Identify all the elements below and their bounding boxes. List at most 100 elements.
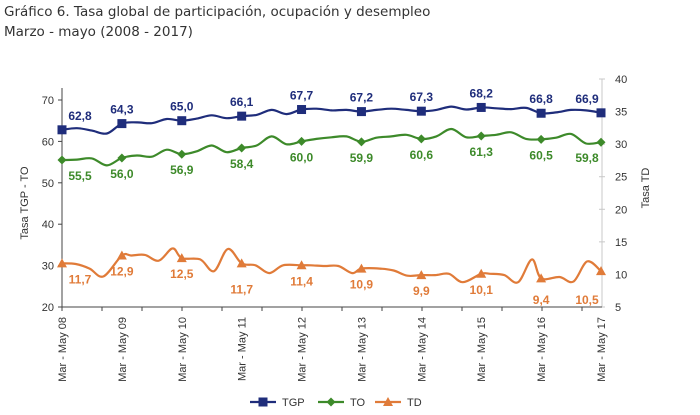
square-marker-icon <box>258 397 268 407</box>
data-point-td <box>596 266 606 276</box>
data-point-tgp <box>177 116 187 126</box>
data-label-td: 12,5 <box>170 267 194 281</box>
right-axis-tick-label: 5 <box>615 302 621 314</box>
data-label-td: 11,7 <box>69 272 92 286</box>
x-axis-tick-label: Mar - May 17 <box>596 317 608 382</box>
data-label-tgp: 66,8 <box>529 92 553 106</box>
data-label-to: 59,8 <box>575 151 599 165</box>
data-point-tgp <box>117 119 127 129</box>
legend-label: TGP <box>282 397 305 409</box>
data-label-tgp: 65,0 <box>170 100 194 114</box>
right-axis-title: Tasa TD <box>640 168 652 209</box>
chart-subtitle: Marzo - mayo (2008 - 2017) <box>4 24 193 40</box>
series-line-td <box>61 247 602 284</box>
data-label-tgp: 66,1 <box>230 95 254 109</box>
data-point-td <box>416 270 427 280</box>
data-label-tgp: 67,3 <box>410 90 434 104</box>
data-point-tgp <box>237 111 247 121</box>
data-point-td <box>116 250 127 260</box>
data-label-to: 60,5 <box>529 148 553 162</box>
left-axis-title: Tasa TGP - TO <box>19 166 31 240</box>
legend-label: TD <box>407 397 422 409</box>
right-axis-tick-label: 40 <box>615 74 627 86</box>
data-labels: 62,8 64,3 65,0 66,1 67,7 67,2 67,3 68,2 66,8 66,9… <box>68 86 599 307</box>
series-markers <box>57 102 606 283</box>
right-axis-tick-label: 35 <box>615 107 627 119</box>
data-point-td <box>476 268 487 278</box>
legend-label: TO <box>350 397 366 409</box>
right-axis-tick-label: 30 <box>615 139 627 151</box>
data-label-tgp: 67,2 <box>350 91 374 105</box>
data-label-to: 59,9 <box>350 151 374 165</box>
data-label-to: 60,0 <box>290 150 314 164</box>
data-point-to <box>596 137 606 147</box>
data-point-td <box>57 258 67 268</box>
data-label-td: 10,5 <box>575 293 599 307</box>
data-point-tgp <box>416 106 426 116</box>
data-point-td <box>296 260 307 270</box>
data-label-to: 56,9 <box>170 163 194 177</box>
left-axis-tick-label: 50 <box>42 178 54 190</box>
data-point-to <box>297 136 307 146</box>
data-point-tgp <box>596 108 606 118</box>
data-point-to <box>237 143 247 153</box>
data-label-to: 61,3 <box>470 145 494 159</box>
data-point-to <box>356 137 366 147</box>
data-point-to <box>416 134 426 144</box>
data-point-to <box>57 155 67 165</box>
data-point-td <box>176 253 187 263</box>
legend: TGP TO TD <box>250 397 422 409</box>
data-point-tgp <box>476 102 486 112</box>
diamond-marker-icon <box>326 397 336 407</box>
series-line-to <box>61 127 602 167</box>
data-point-tgp <box>57 125 67 135</box>
data-label-to: 55,5 <box>68 169 92 183</box>
triangle-marker-icon <box>383 397 393 406</box>
x-axis-tick-label: Mar - May 10 <box>177 317 189 382</box>
data-point-td <box>236 258 247 268</box>
data-label-tgp: 62,8 <box>68 109 92 123</box>
data-point-to <box>117 153 127 163</box>
x-axis-tick-label: Mar - May 15 <box>476 317 488 382</box>
left-axis-tick-label: 20 <box>42 302 54 314</box>
data-label-tgp: 64,3 <box>110 103 134 117</box>
chart-title: Gráfico 6. Tasa global de participación,… <box>4 4 431 20</box>
legend-item-to: TO <box>318 397 366 409</box>
data-label-td: 9,9 <box>413 284 430 298</box>
legend-item-tgp: TGP <box>250 397 305 409</box>
data-point-to <box>536 134 546 144</box>
axes: 20 30 40 50 60 70 5 10 15 20 25 30 35 40 Mar - May 08 M… <box>19 74 652 382</box>
series-line-tgp <box>61 105 602 135</box>
x-axis-tick-label: Mar - May 12 <box>297 317 309 382</box>
data-label-to: 56,0 <box>110 167 134 181</box>
right-axis-tick-label: 10 <box>615 269 627 281</box>
data-label-tgp: 67,7 <box>290 89 314 103</box>
legend-item-td: TD <box>375 397 422 409</box>
data-label-to: 60,6 <box>410 148 434 162</box>
x-axis-tick-label: Mar - May 14 <box>416 317 428 382</box>
right-axis-tick-label: 15 <box>615 237 627 249</box>
data-label-td: 12,9 <box>110 265 134 279</box>
data-label-td: 9,4 <box>533 293 550 307</box>
left-axis-tick-label: 60 <box>42 136 54 148</box>
chart-title-block: Gráfico 6. Tasa global de participación,… <box>4 2 430 42</box>
data-point-td <box>536 273 547 283</box>
x-axis-tick-label: Mar - May 09 <box>117 317 129 382</box>
left-axis-tick-label: 40 <box>42 219 54 231</box>
data-point-td <box>356 263 367 273</box>
x-axis-tick-label: Mar - May 11 <box>237 317 249 381</box>
data-point-tgp <box>536 108 546 118</box>
x-axis-tick-label: Mar - May 13 <box>356 317 368 382</box>
data-label-to: 58,4 <box>230 157 254 171</box>
data-label-td: 10,9 <box>350 278 374 292</box>
data-point-to <box>476 131 486 141</box>
x-axis-tick-label: Mar - May 08 <box>57 317 69 382</box>
left-axis-tick-label: 70 <box>42 95 54 107</box>
data-point-tgp <box>297 105 307 115</box>
data-point-to <box>177 149 187 159</box>
data-label-td: 10,1 <box>470 283 494 297</box>
x-axis-tick-label: Mar - May 16 <box>536 317 548 382</box>
left-axis-tick-label: 30 <box>42 261 54 273</box>
data-label-tgp: 66,9 <box>575 92 599 106</box>
data-label-tgp: 68,2 <box>470 86 494 100</box>
